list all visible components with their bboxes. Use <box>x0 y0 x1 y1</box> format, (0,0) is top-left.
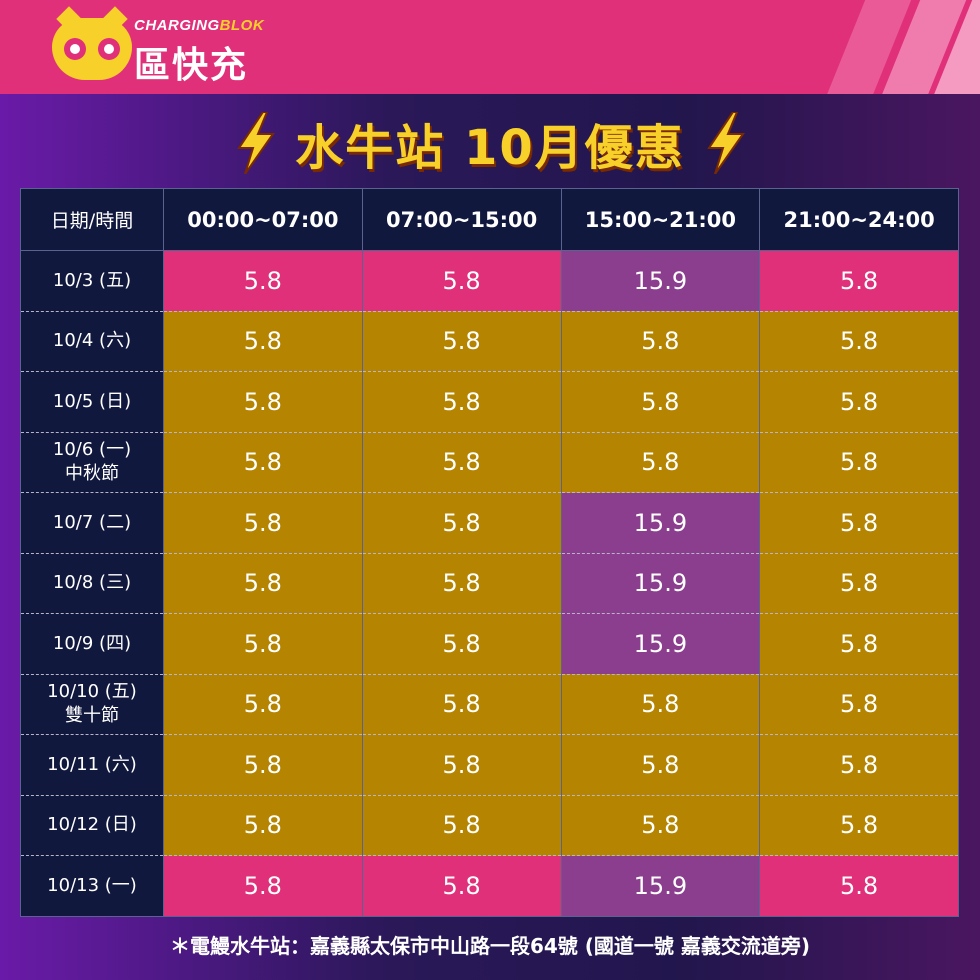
price-cell: 5.8 <box>759 613 959 675</box>
price-cell: 15.9 <box>560 855 761 917</box>
date-label: 10/6 (一) <box>52 439 132 461</box>
price-cell: 5.8 <box>361 311 562 372</box>
price-cell: 15.9 <box>560 553 761 614</box>
price-cell: 5.8 <box>163 250 363 312</box>
charging-blok-mascot-icon <box>52 6 132 80</box>
price-cell: 5.8 <box>759 855 959 917</box>
table-header-row: 日期/時間 00:00~07:00 07:00~15:00 15:00~21:0… <box>20 188 959 251</box>
date-label: 10/9 (四) <box>52 632 132 654</box>
brand-en-prefix: CHARGING <box>134 17 220 34</box>
date-cell: 10/11 (六) <box>20 734 164 796</box>
date-label: 10/5 (日) <box>52 390 132 412</box>
price-cell: 5.8 <box>361 371 562 433</box>
price-cell: 5.8 <box>163 432 363 493</box>
price-cell: 5.8 <box>759 371 959 433</box>
table-row: 10/4 (六) 5.8 5.8 5.8 5.8 <box>20 311 959 372</box>
table-row: 10/10 (五) 雙十節 5.8 5.8 5.8 5.8 <box>20 674 959 735</box>
price-cell: 5.8 <box>759 795 959 856</box>
column-header-slot-3: 15:00~21:00 <box>560 188 761 251</box>
price-cell: 5.8 <box>560 432 761 493</box>
price-cell: 5.8 <box>759 311 959 372</box>
price-cell: 5.8 <box>759 250 959 312</box>
table-row: 10/11 (六) 5.8 5.8 5.8 5.8 <box>20 734 959 796</box>
price-cell: 5.8 <box>163 674 363 735</box>
date-label: 10/7 (二) <box>52 511 132 533</box>
price-cell: 5.8 <box>163 613 363 675</box>
price-cell: 5.8 <box>361 492 562 554</box>
table-row: 10/12 (日) 5.8 5.8 5.8 5.8 <box>20 795 959 856</box>
date-label: 10/3 (五) <box>52 269 132 291</box>
price-cell: 5.8 <box>361 855 562 917</box>
holiday-label: 雙十節 <box>65 705 119 727</box>
price-cell: 5.8 <box>759 432 959 493</box>
price-cell: 5.8 <box>560 674 761 735</box>
table-row: 10/9 (四) 5.8 5.8 15.9 5.8 <box>20 613 959 675</box>
price-cell: 5.8 <box>759 734 959 796</box>
price-cell: 5.8 <box>759 553 959 614</box>
holiday-label: 中秋節 <box>65 463 119 485</box>
table-row: 10/6 (一) 中秋節 5.8 5.8 5.8 5.8 <box>20 432 959 493</box>
price-cell: 5.8 <box>759 492 959 554</box>
price-cell: 5.8 <box>361 795 562 856</box>
price-cell: 5.8 <box>361 734 562 796</box>
date-label: 10/11 (六) <box>47 753 137 775</box>
title-row: 水牛站 10月優惠 <box>0 108 980 178</box>
price-cell: 5.8 <box>361 674 562 735</box>
table-row: 10/7 (二) 5.8 5.8 15.9 5.8 <box>20 492 959 554</box>
date-cell: 10/4 (六) <box>20 311 164 372</box>
lightning-bolt-icon <box>237 112 276 174</box>
brand-en-suffix: BLOK <box>219 17 265 34</box>
price-cell: 5.8 <box>759 674 959 735</box>
price-cell: 15.9 <box>560 250 761 312</box>
price-cell: 5.8 <box>163 311 363 372</box>
page-title: 水牛站 10月優惠 <box>295 120 685 176</box>
date-cell: 10/9 (四) <box>20 613 164 675</box>
price-cell: 15.9 <box>560 492 761 554</box>
date-cell: 10/8 (三) <box>20 553 164 614</box>
price-cell: 5.8 <box>361 432 562 493</box>
date-cell: 10/7 (二) <box>20 492 164 554</box>
price-cell: 15.9 <box>560 613 761 675</box>
price-cell: 5.8 <box>560 734 761 796</box>
price-cell: 5.8 <box>163 492 363 554</box>
price-cell: 5.8 <box>560 371 761 433</box>
price-cell: 5.8 <box>361 553 562 614</box>
column-header-slot-4: 21:00~24:00 <box>759 188 959 251</box>
date-label: 10/4 (六) <box>52 330 132 352</box>
lightning-bolt-icon <box>706 112 745 174</box>
column-header-slot-1: 00:00~07:00 <box>163 188 363 251</box>
date-label: 10/8 (三) <box>52 572 132 594</box>
date-label: 10/10 (五) <box>47 681 137 703</box>
brand-chinese: 區快充 <box>134 45 249 86</box>
column-header-slot-2: 07:00~15:00 <box>361 188 562 251</box>
price-table: 日期/時間 00:00~07:00 07:00~15:00 15:00~21:0… <box>20 188 959 917</box>
date-cell: 10/10 (五) 雙十節 <box>20 674 164 735</box>
table-row: 10/5 (日) 5.8 5.8 5.8 5.8 <box>20 371 959 433</box>
price-cell: 5.8 <box>163 371 363 433</box>
date-cell: 10/6 (一) 中秋節 <box>20 432 164 493</box>
date-label: 10/12 (日) <box>47 814 137 836</box>
table-row: 10/13 (一) 5.8 5.8 15.9 5.8 <box>20 855 959 917</box>
price-cell: 5.8 <box>163 855 363 917</box>
brand-english: CHARGINGBLOK <box>134 17 264 34</box>
price-cell: 5.8 <box>560 795 761 856</box>
table-row: 10/8 (三) 5.8 5.8 15.9 5.8 <box>20 553 959 614</box>
price-cell: 5.8 <box>163 553 363 614</box>
date-label: 10/13 (一) <box>47 874 137 896</box>
date-cell: 10/13 (一) <box>20 855 164 917</box>
column-header-date: 日期/時間 <box>20 188 164 251</box>
station-address: ＊電鰻水牛站：嘉義縣太保市中山路一段64號 (國道一號 嘉義交流道旁) <box>169 934 811 958</box>
date-cell: 10/12 (日) <box>20 795 164 856</box>
header-banner: CHARGINGBLOK 區快充 <box>0 0 980 94</box>
date-cell: 10/5 (日) <box>20 371 164 433</box>
date-cell: 10/3 (五) <box>20 250 164 312</box>
table-row: 10/3 (五) 5.8 5.8 15.9 5.8 <box>20 250 959 312</box>
price-cell: 5.8 <box>163 795 363 856</box>
price-cell: 5.8 <box>163 734 363 796</box>
price-cell: 5.8 <box>361 613 562 675</box>
price-cell: 5.8 <box>361 250 562 312</box>
price-cell: 5.8 <box>560 311 761 372</box>
